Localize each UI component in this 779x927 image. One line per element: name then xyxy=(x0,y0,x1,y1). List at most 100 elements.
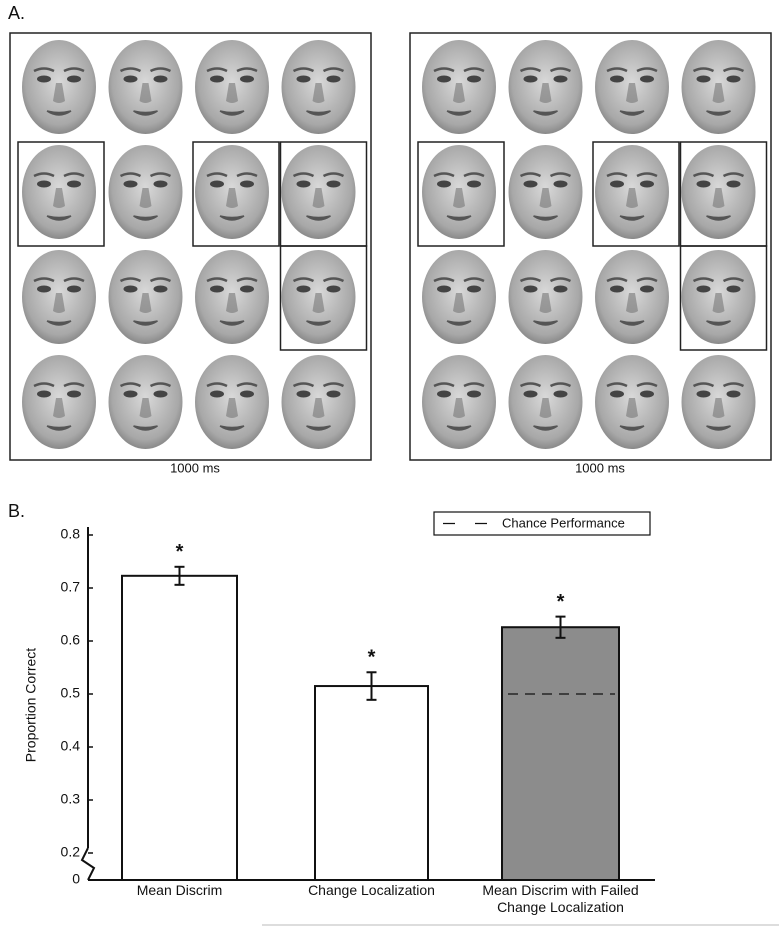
nose xyxy=(712,83,725,103)
face xyxy=(508,40,583,134)
legend-box xyxy=(433,511,651,536)
mouth xyxy=(619,215,645,221)
mouth xyxy=(706,215,731,221)
mouth xyxy=(219,215,245,221)
eye xyxy=(726,390,741,398)
eye xyxy=(123,285,138,293)
brow xyxy=(433,382,455,388)
eye xyxy=(523,285,538,293)
mouth xyxy=(446,215,472,221)
eye xyxy=(67,390,81,398)
eye xyxy=(610,180,624,188)
eye xyxy=(240,390,254,398)
face xyxy=(195,40,269,134)
brow xyxy=(236,172,258,178)
nose xyxy=(53,83,65,103)
eye xyxy=(467,75,481,83)
error-bar xyxy=(174,565,185,586)
eye xyxy=(553,180,568,188)
brow xyxy=(549,277,572,283)
brow xyxy=(322,382,345,388)
x-tick-label: Mean Discrim with Failed Change Localizat… xyxy=(482,882,638,915)
brow xyxy=(149,172,172,178)
y-tick-label: 0.4 xyxy=(61,738,81,754)
face xyxy=(508,355,583,449)
brow xyxy=(549,67,572,73)
mouth xyxy=(446,425,472,431)
nose xyxy=(226,398,238,418)
nose xyxy=(712,398,725,418)
brow xyxy=(33,382,55,388)
mouth xyxy=(706,320,731,326)
brow xyxy=(519,67,542,73)
frame xyxy=(409,32,772,461)
face xyxy=(595,40,669,134)
y-tick-label: 0.5 xyxy=(61,685,81,701)
face xyxy=(508,250,583,344)
highlight-box xyxy=(592,141,680,247)
nose xyxy=(453,293,465,313)
mouth xyxy=(533,110,558,116)
nose xyxy=(53,188,65,208)
brow xyxy=(606,382,628,388)
eye xyxy=(296,180,311,188)
eye xyxy=(553,390,568,398)
brow xyxy=(236,382,258,388)
eye xyxy=(153,180,168,188)
brow xyxy=(722,172,745,178)
bar xyxy=(121,574,238,881)
face-grids xyxy=(17,40,768,449)
nose xyxy=(626,293,638,313)
brow xyxy=(433,277,455,283)
eye xyxy=(210,285,224,293)
brow xyxy=(549,172,572,178)
bar xyxy=(314,685,429,881)
brow xyxy=(292,277,315,283)
eye xyxy=(153,285,168,293)
mouth xyxy=(446,110,472,116)
brow xyxy=(463,382,485,388)
eye xyxy=(467,180,481,188)
mouth xyxy=(619,425,645,431)
mouth xyxy=(533,215,558,221)
nose xyxy=(453,188,465,208)
y-tick-label: 0.3 xyxy=(61,791,81,807)
eye xyxy=(210,180,224,188)
brow xyxy=(63,67,85,73)
mouth xyxy=(219,110,245,116)
eye xyxy=(153,75,168,83)
brow xyxy=(519,172,542,178)
eye xyxy=(610,390,624,398)
significance: * xyxy=(557,591,565,613)
brow xyxy=(206,277,228,283)
mouth xyxy=(533,425,558,431)
error-bar xyxy=(366,671,377,701)
eye xyxy=(610,285,624,293)
nose xyxy=(539,398,552,418)
nose xyxy=(626,398,638,418)
nose xyxy=(539,188,552,208)
significance: * xyxy=(368,647,376,669)
face xyxy=(22,40,96,134)
nose xyxy=(312,188,325,208)
eye xyxy=(437,75,451,83)
brow xyxy=(606,172,628,178)
eye xyxy=(437,180,451,188)
brow xyxy=(119,172,142,178)
mouth xyxy=(219,425,245,431)
brow xyxy=(692,382,715,388)
eye xyxy=(326,180,341,188)
brow xyxy=(722,382,745,388)
face xyxy=(281,250,356,344)
eye xyxy=(437,285,451,293)
eye xyxy=(240,285,254,293)
mouth xyxy=(306,425,331,431)
eye xyxy=(296,285,311,293)
eye xyxy=(696,390,711,398)
nose xyxy=(312,398,325,418)
face xyxy=(681,355,756,449)
y-tick-label: 0 xyxy=(72,871,80,887)
eye xyxy=(523,390,538,398)
brow xyxy=(206,382,228,388)
